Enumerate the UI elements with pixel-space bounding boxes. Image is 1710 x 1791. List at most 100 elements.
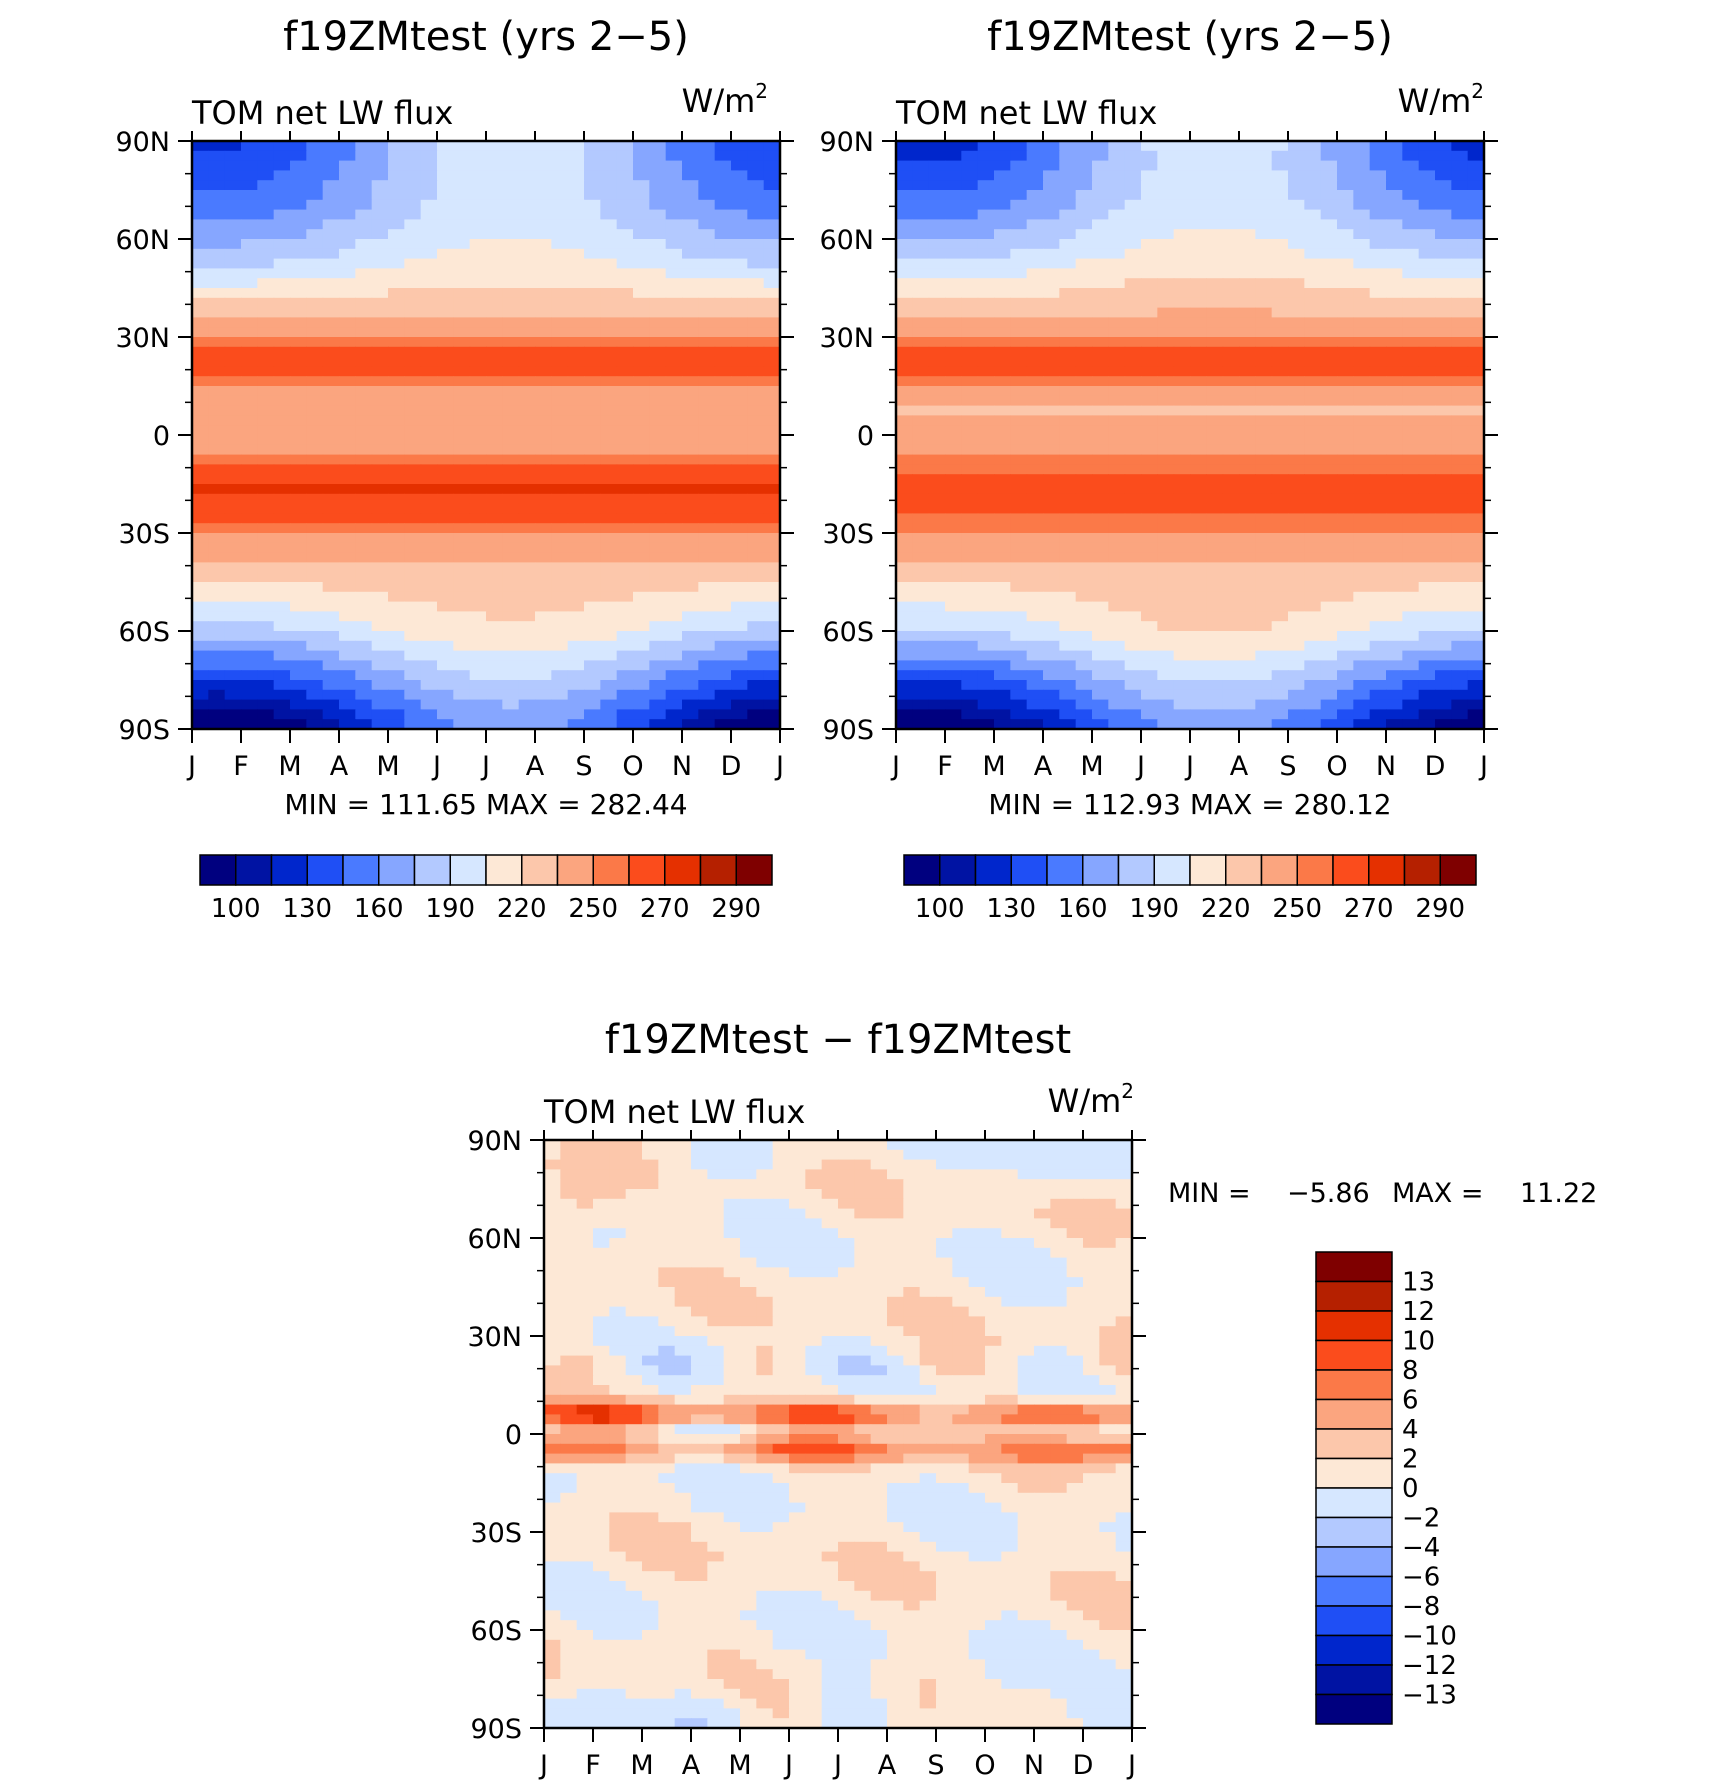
heatmap-cell [698, 425, 716, 436]
heatmap-cell [1190, 395, 1207, 407]
heatmap-cell [1255, 454, 1273, 465]
heatmap-cell [1222, 199, 1240, 211]
heatmap-cell [593, 1169, 610, 1180]
heatmap-cell [1337, 386, 1354, 397]
heatmap-cell [1386, 660, 1403, 671]
heatmap-cell [322, 150, 340, 162]
heatmap-cell [600, 288, 618, 299]
heatmap-cell [919, 1238, 937, 1249]
heatmap-cell [1222, 650, 1240, 661]
heatmap-cell [1190, 621, 1207, 632]
heatmap-cell [1402, 405, 1420, 416]
heatmap-cell [649, 199, 667, 211]
heatmap-cell [551, 415, 569, 426]
heatmap-cell [404, 621, 422, 632]
heatmap-cell [1043, 611, 1060, 622]
heatmap-cell [1288, 160, 1305, 171]
heatmap-cell [1010, 170, 1028, 181]
heatmap-cell [1337, 631, 1354, 642]
heatmap-cell [339, 709, 356, 720]
heatmap-cell [1059, 288, 1077, 299]
heatmap-cell [698, 640, 716, 652]
heatmap-cell [1304, 670, 1322, 681]
heatmap-cell [1141, 199, 1158, 211]
heatmap-cell [740, 1189, 757, 1200]
heatmap-cell [665, 356, 683, 367]
heatmap-cell [584, 464, 601, 475]
heatmap-cell [1108, 327, 1126, 338]
heatmap-cell [420, 317, 438, 328]
heatmap-cell [698, 248, 716, 260]
heatmap-cell [698, 288, 716, 299]
heatmap-cell [1157, 366, 1175, 377]
heatmap-cell [273, 689, 291, 701]
heatmap-cell [977, 474, 995, 485]
heatmap-cell [1369, 493, 1387, 505]
heatmap-cell [290, 386, 307, 397]
heatmap-cell [1239, 141, 1256, 152]
heatmap-cell [502, 150, 520, 162]
heatmap-cell [821, 1228, 839, 1239]
heatmap-cell [1467, 542, 1484, 554]
heatmap-cell [682, 493, 699, 505]
heatmap-cell [1435, 141, 1452, 152]
heatmap-cell [903, 1169, 921, 1180]
panel-title: f19ZMtest (yrs 2−5) [283, 14, 689, 60]
heatmap-cell [1124, 425, 1142, 436]
heatmap-cell [1304, 337, 1322, 348]
heatmap-cell [1034, 1208, 1051, 1219]
heatmap-cell [224, 484, 242, 495]
heatmap-cell [420, 190, 438, 201]
heatmap-cell [560, 1189, 578, 1200]
heatmap-cell [453, 356, 471, 367]
heatmap-cell [469, 386, 487, 397]
heatmap-cell [665, 190, 683, 201]
heatmap-cell [1190, 474, 1207, 485]
heatmap-cell [633, 337, 650, 348]
heatmap-cell [665, 425, 683, 436]
heatmap-cell [682, 229, 699, 240]
heatmap-cell [1353, 493, 1371, 505]
heatmap-cell [437, 268, 454, 279]
heatmap-cell [1222, 591, 1240, 603]
heatmap-cell [306, 278, 324, 289]
heatmap-cell [977, 258, 995, 269]
heatmap-cell [945, 395, 962, 407]
heatmap-cell [1337, 190, 1354, 201]
heatmap-cell [994, 307, 1011, 318]
heatmap-cell [723, 1140, 741, 1151]
heatmap-cell [691, 1169, 708, 1180]
heatmap-cell [919, 1140, 937, 1151]
heatmap-cell [1010, 562, 1028, 573]
heatmap-cell [1092, 366, 1109, 377]
heatmap-cell [961, 640, 979, 652]
heatmap-cell [1124, 141, 1142, 152]
heatmap-cell [1239, 552, 1256, 563]
heatmap-cell [912, 503, 930, 514]
heatmap-cell [1255, 170, 1273, 181]
heatmap-cell [763, 356, 780, 367]
heatmap-cell [192, 327, 209, 338]
heatmap-cell [1239, 631, 1256, 642]
heatmap-cell [273, 297, 291, 309]
heatmap-cell [1190, 199, 1207, 211]
heatmap-cell [208, 582, 226, 593]
heatmap-cell [994, 650, 1011, 661]
heatmap-cell [535, 582, 552, 593]
heatmap-cell [994, 719, 1011, 729]
heatmap-cell [763, 680, 780, 691]
heatmap-cell [928, 209, 946, 220]
heatmap-cell [968, 1140, 986, 1151]
heatmap-cell [977, 297, 995, 309]
heatmap-cell [698, 533, 716, 544]
heatmap-cell [723, 1179, 741, 1190]
heatmap-cell [567, 268, 585, 279]
heatmap-cell [371, 405, 389, 416]
heatmap-cell [731, 513, 748, 524]
heatmap-cell [887, 1149, 904, 1161]
heatmap-cell [1001, 1247, 1019, 1259]
heatmap-cell [763, 709, 780, 720]
heatmap-cell [698, 631, 716, 642]
heatmap-cell [616, 503, 634, 514]
heatmap-cell [763, 150, 780, 162]
